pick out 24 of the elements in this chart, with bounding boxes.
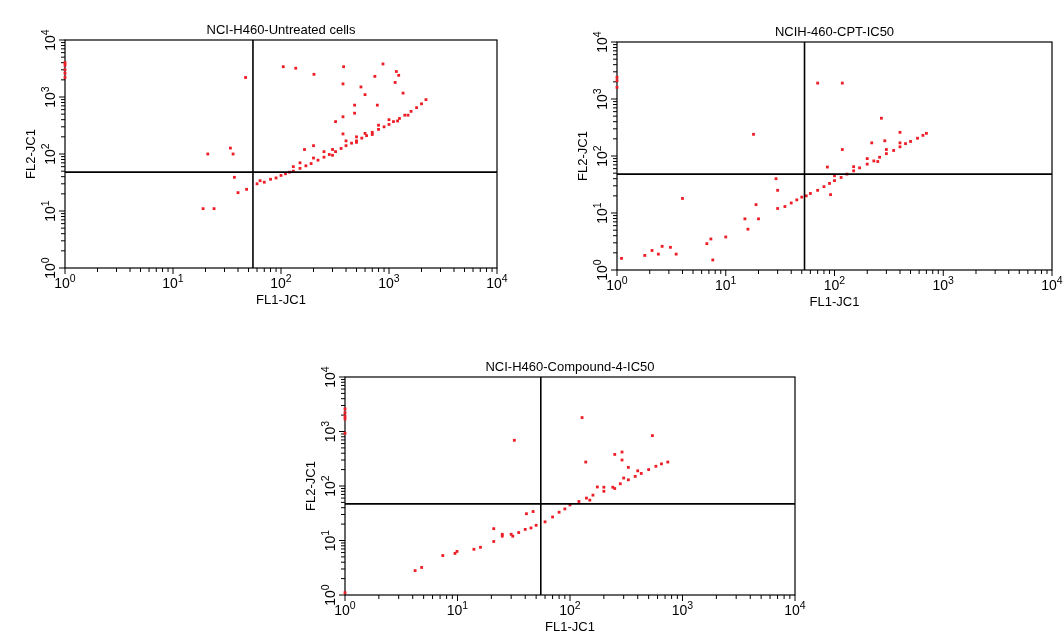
x-tick-label: 10$^{4}$: [1041, 274, 1063, 293]
x-axis-title: FL1-JC1: [809, 294, 860, 309]
x-tick-label: 10$^{1}$: [162, 272, 184, 291]
x-tick-label: 10$^{4}$: [486, 272, 508, 291]
x-tick-label: 10$^{0}$: [54, 272, 76, 291]
x-tick-label: 10$^{3}$: [378, 272, 400, 291]
x-tick-label: 10$^{2}$: [559, 599, 581, 618]
y-axis-title: FL2-JC1: [303, 461, 318, 511]
x-tick-label: 10$^{3}$: [671, 599, 694, 618]
x-tick-label: 10$^{1}$: [446, 599, 469, 618]
chart-title: NCIH-460-CPT-IC50: [774, 24, 895, 39]
x-tick-label: 10$^{1}$: [715, 274, 737, 293]
x-tick-label: 10$^{3}$: [932, 274, 955, 293]
y-axis-title: FL2-JC1: [23, 129, 38, 179]
x-tick-label: 10$^{2}$: [270, 272, 292, 291]
x-axis-title: FL1-JC1: [256, 292, 306, 307]
x-tick-label: 10$^{0}$: [334, 599, 356, 618]
x-tick-label: 10$^{2}$: [823, 274, 846, 293]
x-tick-label: 10$^{0}$: [606, 274, 628, 293]
x-axis-title: FL1-JC1: [545, 619, 595, 634]
chart-title: NCI-H460-Untreated cells: [206, 22, 356, 37]
chart-title: NCI-H460-Compound-4-IC50: [485, 359, 655, 374]
x-tick-label: 10$^{4}$: [784, 599, 806, 618]
y-axis-title: FL2-JC1: [575, 131, 590, 181]
